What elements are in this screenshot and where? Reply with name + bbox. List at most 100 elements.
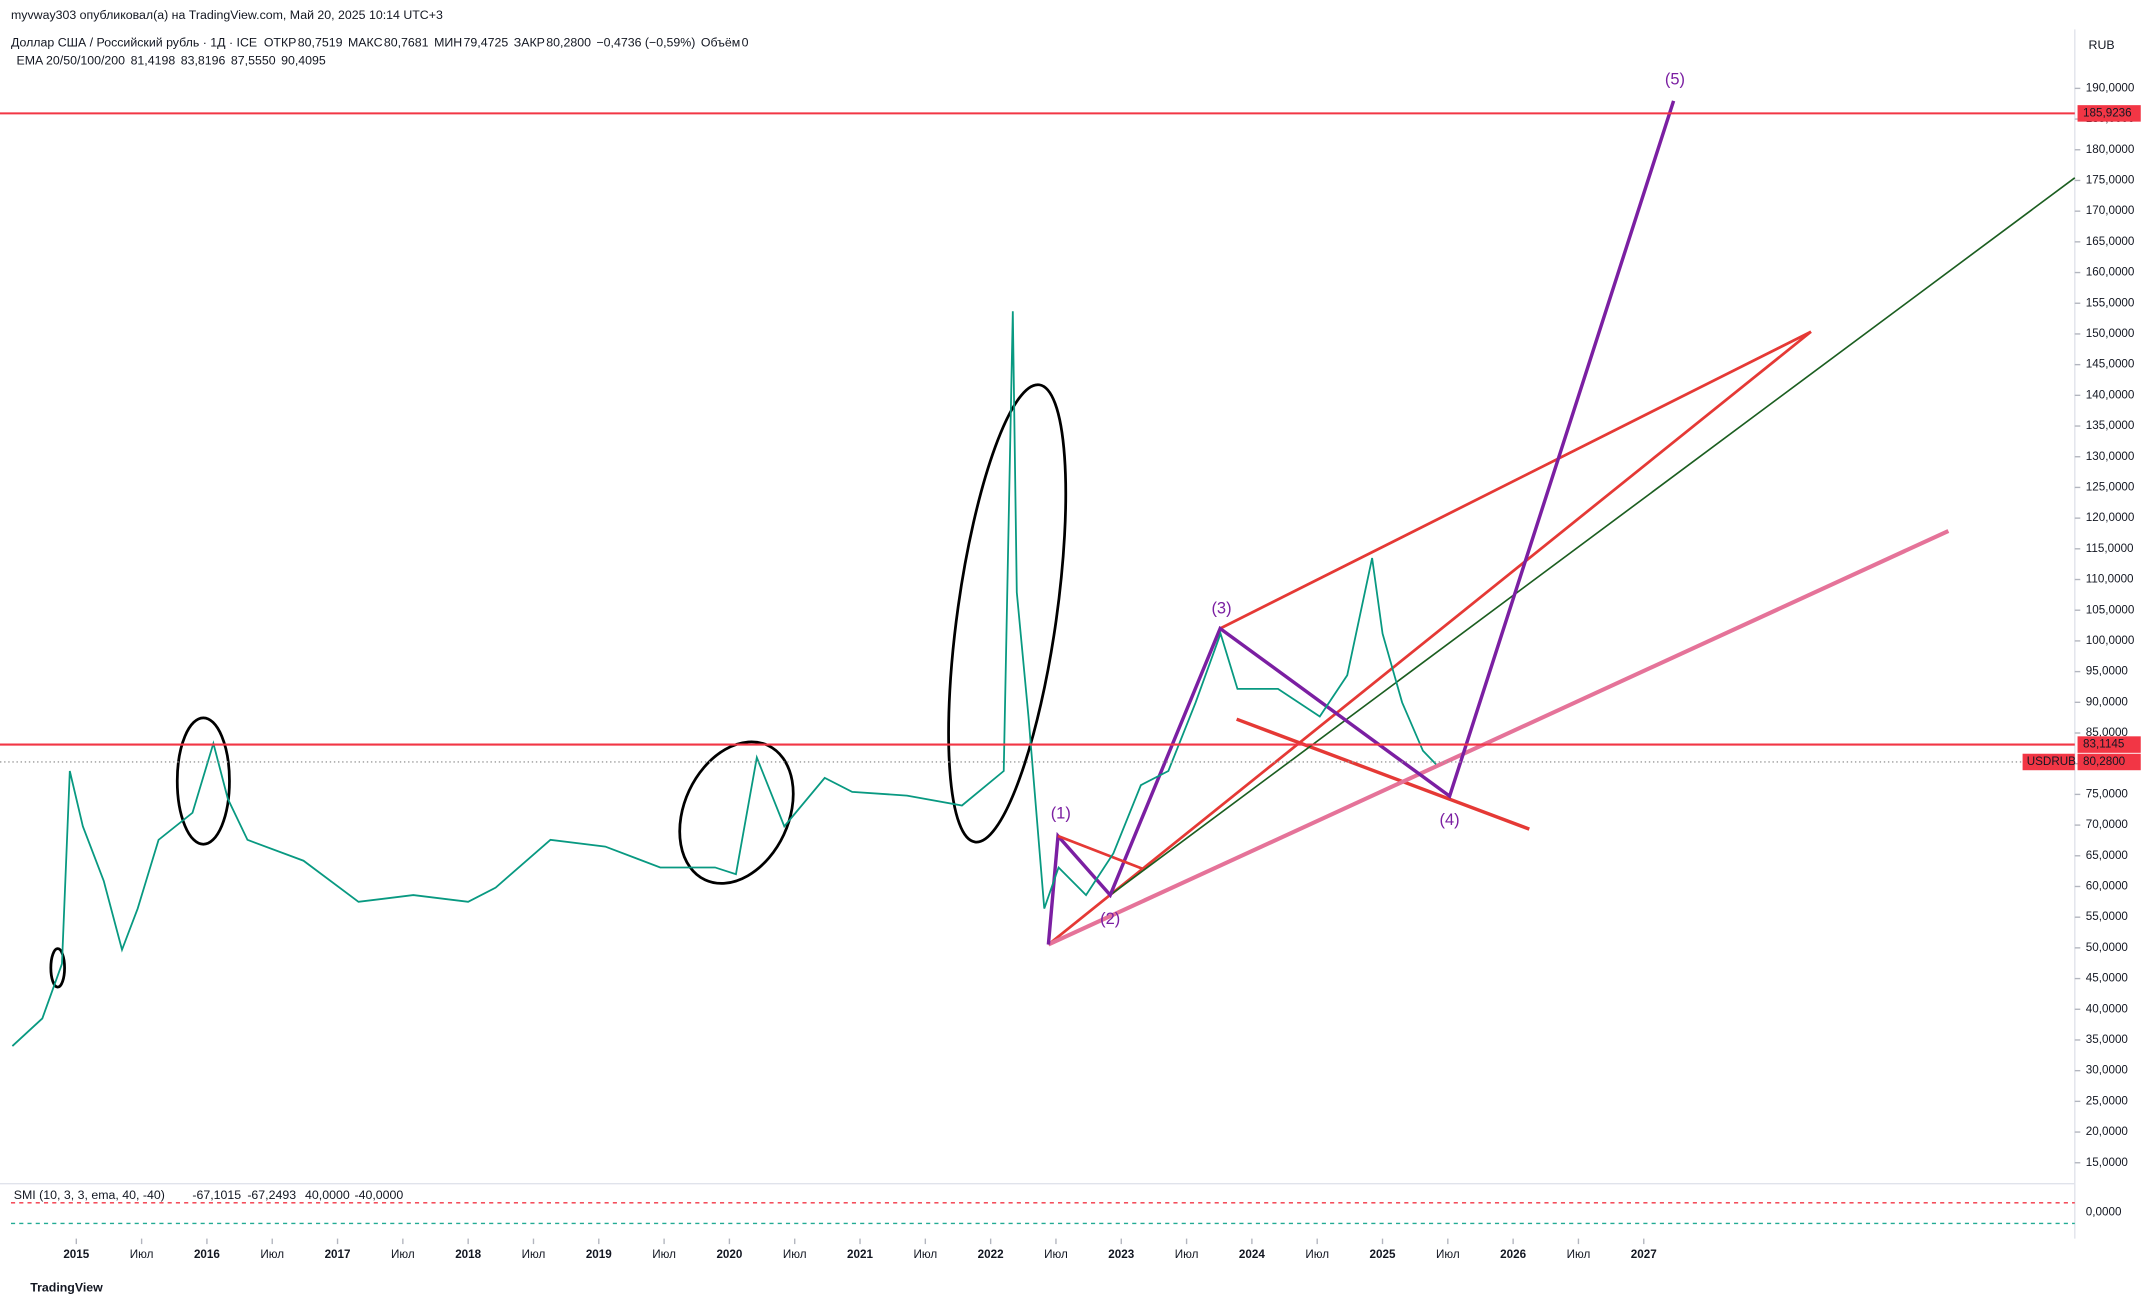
- x-tick-label: 2016: [194, 1248, 220, 1261]
- change: −0,4736 (−0,59%): [596, 35, 695, 49]
- y-tick-label: 155,0000: [2086, 296, 2135, 309]
- price-label-bg: [2077, 736, 2141, 753]
- y-tick-label: 90,0000: [2086, 695, 2129, 708]
- y-tick-label: 175,0000: [2086, 174, 2135, 187]
- wave-label: (3): [1211, 600, 1231, 618]
- y-tick-label: 115,0000: [2086, 542, 2134, 555]
- ohlc-value: 79,4725: [464, 35, 509, 49]
- osc-value: 40,0000: [305, 1188, 350, 1202]
- x-tick-label: Июл: [1567, 1248, 1591, 1261]
- price-label-bg: [2077, 753, 2141, 771]
- ohlc-key: МАКС: [348, 35, 383, 49]
- trend-line: [1047, 529, 1950, 947]
- ema-value: 83,8196: [181, 53, 226, 67]
- channel-line: [1057, 834, 1144, 871]
- x-tick-label: Июл: [1436, 1248, 1460, 1261]
- x-tick-label: Июл: [1175, 1248, 1199, 1261]
- volume-key: Объём: [701, 35, 740, 49]
- y-tick-label: 110,0000: [2086, 573, 2134, 586]
- y-tick-label: 135,0000: [2086, 419, 2135, 432]
- trend-line: [1109, 177, 2076, 896]
- wave-label: (1): [1051, 804, 1071, 822]
- price-label-bg: [2077, 105, 2141, 122]
- symbol: Доллар США / Российский рубль · 1Д · ICE: [11, 35, 257, 49]
- x-tick-label: Июл: [391, 1248, 415, 1261]
- x-tick-label: 2025: [1370, 1248, 1396, 1261]
- y-tick-label: 45,0000: [2086, 972, 2129, 985]
- channel-line: [1236, 717, 1530, 831]
- x-tick-label: Июл: [260, 1248, 284, 1261]
- y-tick-label: 20,0000: [2086, 1125, 2129, 1138]
- y-tick-label: 55,0000: [2086, 910, 2129, 923]
- ema-value: 90,4095: [281, 53, 326, 67]
- osc-label: SMI (10, 3, 3, ema, 40, -40): [14, 1188, 165, 1202]
- wave-label: (2): [1100, 910, 1120, 928]
- volume-value: 0: [742, 35, 749, 49]
- y-tick-label: 50,0000: [2086, 941, 2129, 954]
- y-tick-label: 35,0000: [2086, 1033, 2129, 1046]
- y-tick-label: 25,0000: [2086, 1094, 2129, 1107]
- circle: [175, 716, 231, 846]
- publisher: myvway303 опубликовал(а) на TradingView.…: [11, 8, 443, 22]
- y-tick-label: 180,0000: [2086, 143, 2135, 156]
- y-tick-label: 170,0000: [2086, 204, 2135, 217]
- x-tick-label: 2018: [455, 1248, 481, 1261]
- y-tick-label: 65,0000: [2086, 849, 2129, 862]
- price-label: 185,9236: [2083, 106, 2132, 119]
- x-tick-label: 2027: [1631, 1248, 1657, 1261]
- y-tick-label: 130,0000: [2086, 450, 2135, 463]
- y-tick-label: 120,0000: [2086, 511, 2135, 524]
- wave-label: (5): [1665, 71, 1685, 89]
- symbol-label: USDRUB: [2027, 755, 2076, 768]
- ohlc-value: 80,7681: [384, 35, 429, 49]
- x-tick-label: Июл: [914, 1248, 938, 1261]
- ohlc-value: 80,2800: [546, 35, 591, 49]
- y-tick-label: 165,0000: [2086, 235, 2135, 248]
- ohlc-key: ОТКР: [264, 35, 297, 49]
- y-tick-label: 125,0000: [2086, 481, 2135, 494]
- osc-value: -67,2493: [247, 1188, 296, 1202]
- y-tick-label: 85,0000: [2086, 726, 2129, 739]
- x-tick-label: 2022: [978, 1248, 1004, 1261]
- y-tick-label: 75,0000: [2086, 787, 2129, 800]
- y-tick-label: 15,0000: [2086, 1156, 2129, 1169]
- y-tick-label: 140,0000: [2086, 388, 2135, 401]
- price-label: 80,2800: [2083, 755, 2126, 768]
- y-tick-label: 60,0000: [2086, 880, 2129, 893]
- price-line: [11, 311, 1437, 1047]
- x-tick-label: 2019: [586, 1248, 612, 1261]
- x-tick-label: 2024: [1239, 1248, 1265, 1261]
- x-tick-label: 2026: [1500, 1248, 1526, 1261]
- y-tick-label: 95,0000: [2086, 665, 2129, 678]
- y-tick-label: 150,0000: [2086, 327, 2135, 340]
- y-tick-label: 100,0000: [2086, 634, 2135, 647]
- ohlc-key: МИН: [434, 35, 462, 49]
- circle: [49, 947, 66, 989]
- x-tick-label: Июл: [783, 1248, 807, 1261]
- x-tick-label: 2020: [716, 1248, 742, 1261]
- osc-value: -40,0000: [355, 1188, 404, 1202]
- y-tick-label: 160,0000: [2086, 266, 2135, 279]
- osc-value: -67,1015: [192, 1188, 241, 1202]
- x-tick-label: Июл: [652, 1248, 676, 1261]
- channel-line: [1047, 330, 1812, 946]
- x-tick-label: 2017: [325, 1248, 351, 1261]
- x-tick-label: 2015: [63, 1248, 89, 1261]
- x-tick-label: 2021: [847, 1248, 873, 1261]
- wave-path: [1046, 100, 1676, 945]
- x-tick-label: Июл: [1044, 1248, 1068, 1261]
- y-tick-label: 40,0000: [2086, 1002, 2129, 1015]
- y-tick-label: 70,0000: [2086, 818, 2129, 831]
- ema-value: 81,4198: [131, 53, 176, 67]
- wave-label: (4): [1440, 811, 1460, 829]
- x-tick-label: 2023: [1108, 1248, 1134, 1261]
- ema-label: EMA 20/50/100/200: [16, 53, 125, 67]
- y-tick-label: 145,0000: [2086, 358, 2135, 371]
- ema-value: 87,5550: [231, 53, 276, 67]
- x-tick-label: Июл: [1305, 1248, 1329, 1261]
- y-tick-label: 105,0000: [2086, 603, 2135, 616]
- symbol-label-bg: [2022, 753, 2075, 771]
- x-tick-label: Июл: [522, 1248, 546, 1261]
- y-tick-label: 30,0000: [2086, 1064, 2129, 1077]
